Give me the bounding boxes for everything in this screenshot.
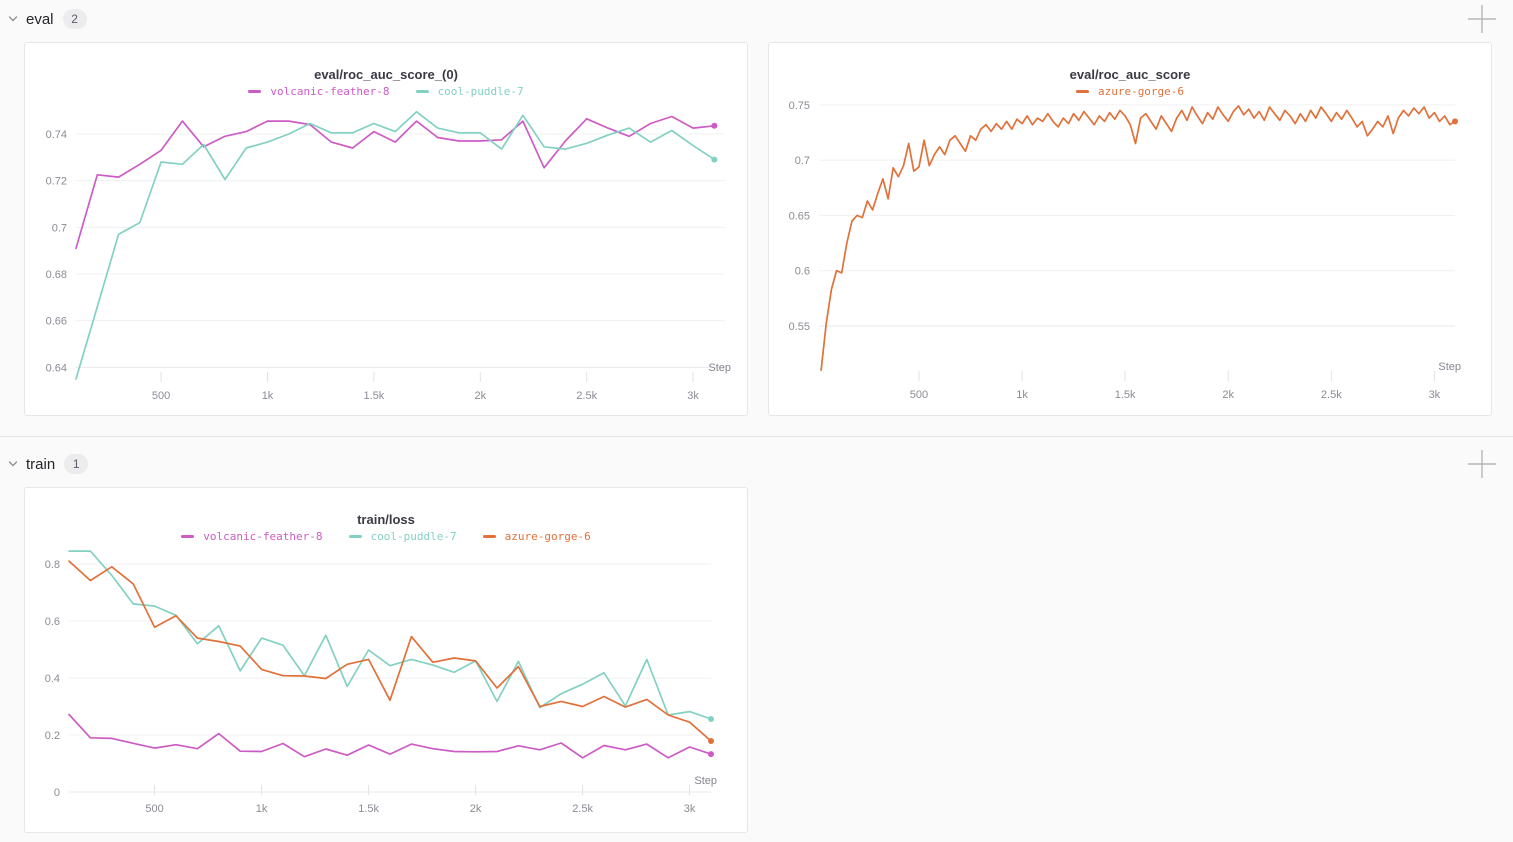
- legend-swatch: [1075, 89, 1089, 93]
- x-tick-label: 2.5k: [576, 390, 597, 402]
- y-tick-label: 0.68: [46, 269, 67, 281]
- y-tick-label: 0.7: [52, 222, 67, 234]
- y-tick-label: 0.75: [789, 100, 810, 112]
- add-panel-button[interactable]: [1467, 4, 1497, 34]
- x-tick-label: 500: [910, 389, 928, 401]
- chevron-down-icon[interactable]: [6, 457, 20, 471]
- y-tick-label: 0.65: [789, 210, 810, 222]
- section-train-header: train 1: [0, 449, 1513, 479]
- plus-icon: [1468, 5, 1496, 33]
- legend-entry-cool-puddle-7[interactable]: cool-puddle-7: [348, 529, 457, 543]
- section-count-badge: 2: [62, 9, 87, 29]
- series-end-dot-volcanic-feather-8: [711, 122, 718, 129]
- y-tick-label: 0.7: [795, 155, 810, 167]
- series-end-dot-azure-gorge-6: [708, 737, 714, 744]
- legend-run-name: azure-gorge-6: [1097, 84, 1185, 98]
- series-end-dot-cool-puddle-7: [711, 156, 718, 163]
- legend-entry-azure-gorge-6[interactable]: azure-gorge-6: [1075, 84, 1185, 98]
- series-line-cool-puddle-7[interactable]: [68, 550, 712, 720]
- section-count-badge: 1: [64, 454, 89, 474]
- x-tick-label: 2k: [1222, 389, 1234, 401]
- chart-plot-area[interactable]: 0.64 0.66 0.68 0.7 0.72 0.74 500 1k 1.5k 2k 2.5k 3k…: [25, 43, 747, 415]
- legend-run-name: volcanic-feather-8: [203, 529, 323, 543]
- chart-plot-area[interactable]: 0.55 0.6 0.65 0.7 0.75 500 1k 1.5k 2k 2.5k 3k Step: [769, 43, 1491, 415]
- x-tick-label: 500: [152, 390, 170, 402]
- y-tick-label: 0.74: [46, 129, 67, 141]
- section-eval: eval 2 0.64 0.66 0.68 0.7 0.72 0.74 500 1k 1.5k 2…: [0, 0, 1513, 416]
- series-end-dot-azure-gorge-6: [1452, 118, 1458, 125]
- legend-run-name: cool-puddle-7: [437, 84, 524, 98]
- legend-run-name: volcanic-feather-8: [270, 84, 390, 98]
- y-tick-label: 0.6: [45, 616, 60, 628]
- y-tick-label: 0.4: [45, 673, 60, 685]
- chart-panel-train-loss[interactable]: 0 0.2 0.4 0.6 0.8 500 1k 1.5k 2k 2.5k 3k Step train…: [24, 487, 748, 833]
- section-train: train 1 0 0.2 0.4 0.6 0.8 500 1k 1.5k 2k 2.5k 3k St…: [0, 436, 1513, 833]
- add-panel-button[interactable]: [1467, 449, 1497, 479]
- legend-swatch: [248, 89, 262, 93]
- x-tick-label: 1.5k: [358, 803, 379, 815]
- x-tick-label: 500: [145, 803, 163, 815]
- chart-legend: azure-gorge-6: [769, 84, 1491, 98]
- chart-svg: 0.64 0.66 0.68 0.7 0.72 0.74 500 1k 1.5k 2k 2.5k 3k…: [46, 110, 731, 402]
- x-tick-label: 1k: [262, 390, 274, 402]
- x-tick-label: 3k: [687, 390, 699, 402]
- x-axis-unit-label: Step: [1438, 361, 1461, 373]
- legend-run-name: azure-gorge-6: [504, 529, 591, 543]
- x-tick-label: 3k: [684, 803, 696, 815]
- y-tick-label: 0.6: [795, 266, 810, 278]
- x-tick-label: 2.5k: [572, 803, 593, 815]
- x-tick-label: 2k: [474, 390, 486, 402]
- x-tick-label: 1.5k: [364, 390, 385, 402]
- legend-entry-azure-gorge-6[interactable]: azure-gorge-6: [482, 529, 591, 543]
- legend-entry-cool-puddle-7[interactable]: cool-puddle-7: [415, 84, 524, 98]
- y-tick-label: 0.66: [46, 316, 67, 328]
- y-tick-label: 0.72: [46, 176, 67, 188]
- y-tick-label: 0.2: [45, 730, 60, 742]
- x-axis-unit-label: Step: [708, 362, 731, 374]
- legend-swatch: [415, 89, 429, 93]
- legend-swatch: [181, 534, 195, 538]
- chart-panel-roc-auc-score-0[interactable]: 0.64 0.66 0.68 0.7 0.72 0.74 500 1k 1.5k 2k 2.5k 3k…: [24, 42, 748, 416]
- y-tick-label: 0: [54, 787, 60, 799]
- chart-svg: 0.55 0.6 0.65 0.7 0.75 500 1k 1.5k 2k 2.5k 3k Step: [789, 100, 1461, 401]
- section-eval-header: eval 2: [0, 4, 1513, 34]
- x-tick-label: 3k: [1429, 389, 1441, 401]
- chart-legend: volcanic-feather-8 cool-puddle-7: [25, 84, 747, 98]
- y-tick-label: 0.55: [789, 321, 810, 333]
- chart-svg: 0 0.2 0.4 0.6 0.8 500 1k 1.5k 2k 2.5k 3k Step: [45, 550, 717, 815]
- x-tick-label: 1k: [1016, 389, 1028, 401]
- series-line-volcanic-feather-8[interactable]: [75, 115, 716, 250]
- series-end-dot-cool-puddle-7: [708, 716, 714, 723]
- x-axis-unit-label: Step: [694, 775, 717, 787]
- chart-panel-roc-auc-score[interactable]: 0.55 0.6 0.65 0.7 0.75 500 1k 1.5k 2k 2.5k 3k Step …: [768, 42, 1492, 416]
- legend-entry-volcanic-feather-8[interactable]: volcanic-feather-8: [181, 529, 323, 543]
- plus-icon: [1468, 450, 1496, 478]
- eval-panels-row: 0.64 0.66 0.68 0.7 0.72 0.74 500 1k 1.5k 2k 2.5k 3k…: [24, 42, 1492, 416]
- x-tick-label: 1.5k: [1115, 389, 1136, 401]
- chevron-down-icon[interactable]: [6, 12, 20, 26]
- x-tick-label: 1k: [256, 803, 268, 815]
- y-tick-label: 0.8: [45, 559, 60, 571]
- chart-legend: volcanic-feather-8 cool-puddle-7 azure-gor…: [25, 529, 747, 543]
- x-tick-label: 2k: [470, 803, 482, 815]
- series-line-cool-puddle-7[interactable]: [75, 110, 716, 380]
- section-title[interactable]: train: [26, 455, 56, 473]
- chart-plot-area[interactable]: 0 0.2 0.4 0.6 0.8 500 1k 1.5k 2k 2.5k 3k Step: [25, 488, 747, 832]
- train-panels-row: 0 0.2 0.4 0.6 0.8 500 1k 1.5k 2k 2.5k 3k Step train…: [24, 487, 1492, 833]
- legend-run-name: cool-puddle-7: [370, 529, 457, 543]
- y-tick-label: 0.64: [46, 362, 67, 374]
- legend-entry-volcanic-feather-8[interactable]: volcanic-feather-8: [248, 84, 390, 98]
- legend-swatch: [348, 534, 362, 538]
- series-line-azure-gorge-6[interactable]: [68, 560, 712, 742]
- section-title[interactable]: eval: [26, 10, 54, 28]
- series-line-azure-gorge-6[interactable]: [820, 105, 1456, 372]
- x-tick-label: 2.5k: [1321, 389, 1342, 401]
- series-line-volcanic-feather-8[interactable]: [68, 713, 712, 759]
- legend-swatch: [482, 534, 496, 538]
- series-end-dot-volcanic-feather-8: [708, 751, 714, 758]
